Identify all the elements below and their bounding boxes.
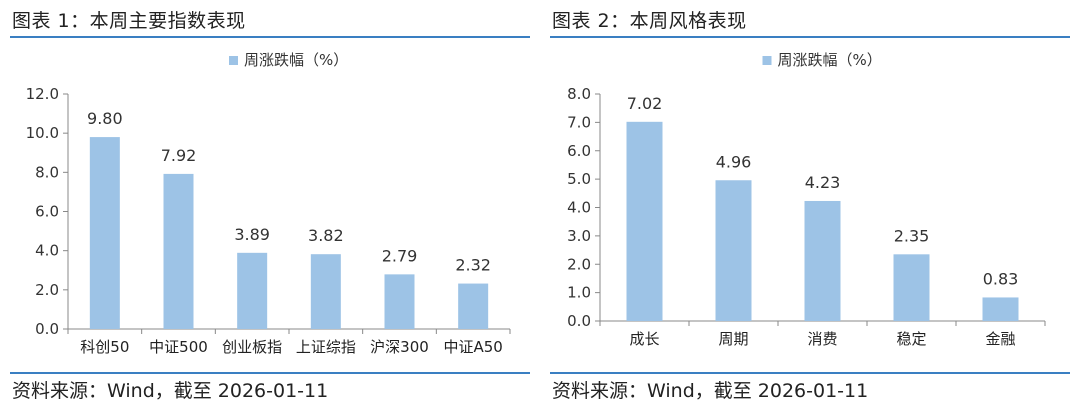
category-label: 金融	[985, 330, 1015, 348]
y-tick-label: 0.0	[35, 320, 59, 338]
data-label: 7.92	[161, 146, 197, 165]
bar	[893, 254, 930, 321]
y-tick-label: 10.0	[26, 124, 59, 142]
y-tick-label: 0.0	[567, 312, 591, 330]
data-label: 3.82	[308, 226, 344, 245]
y-tick-label: 5.0	[567, 170, 591, 188]
bar	[163, 173, 194, 329]
category-label: 科创50	[80, 338, 129, 356]
source-note: 资料来源：Wind，截至 2026-01-11	[12, 380, 329, 402]
bar	[626, 121, 663, 322]
y-tick-label: 7.0	[567, 113, 591, 131]
category-label: 成长	[629, 330, 659, 348]
category-label: 中证A50	[443, 338, 502, 356]
data-label: 9.80	[87, 109, 123, 128]
y-tick-label: 12.0	[26, 85, 59, 103]
data-label: 3.89	[234, 225, 270, 244]
legend-swatch	[229, 56, 238, 65]
data-label: 0.83	[983, 269, 1019, 288]
bar	[237, 252, 268, 329]
legend-swatch	[762, 56, 772, 65]
source-rule	[550, 372, 1070, 374]
bar	[89, 137, 120, 329]
y-tick-label: 3.0	[567, 227, 591, 245]
chart-title: 图表 1：本周主要指数表现	[12, 10, 246, 32]
bar-chart-styles: 周涨跌幅（%） 0.0 1.0 2.0 3.0 4.0 5.0 6.0 7.0 8.0 7.02 成长…	[567, 51, 1046, 348]
category-label: 沪深300	[370, 338, 429, 356]
source-rule	[10, 372, 530, 374]
y-tick-label: 4.0	[35, 242, 59, 260]
chart-panel-indices: 图表 1：本周主要指数表现 周涨跌幅（%） 0.0 2.0 4.0 6.0 8.0 10.0…	[10, 0, 530, 402]
data-label: 4.96	[716, 152, 752, 171]
bar	[384, 274, 415, 329]
bar-chart-indices: 周涨跌幅（%） 0.0 2.0 4.0 6.0 8.0 10.0 12.0 9.80 科创50 7.…	[26, 51, 511, 356]
bar	[804, 200, 841, 321]
data-label: 7.02	[627, 94, 663, 113]
y-tick-label: 4.0	[567, 199, 591, 217]
category-label: 创业板指	[222, 338, 282, 356]
title-rule	[550, 36, 1070, 38]
y-tick-label: 6.0	[567, 142, 591, 160]
data-label: 2.79	[382, 246, 418, 265]
category-label: 消费	[807, 330, 837, 348]
bar	[458, 283, 489, 329]
source-note: 资料来源：Wind，截至 2026-01-11	[552, 380, 869, 402]
y-tick-label: 8.0	[567, 85, 591, 103]
chart-title: 图表 2：本周风格表现	[552, 10, 747, 32]
bar	[982, 297, 1019, 321]
legend-label: 周涨跌幅（%）	[244, 51, 348, 69]
y-tick-label: 1.0	[567, 284, 591, 302]
data-label: 2.32	[455, 256, 491, 275]
category-label: 稳定	[896, 330, 926, 348]
y-tick-label: 8.0	[35, 163, 59, 181]
category-label: 中证500	[149, 338, 208, 356]
title-rule	[10, 36, 530, 38]
data-label: 4.23	[805, 173, 841, 192]
bar	[715, 180, 752, 321]
y-tick-label: 2.0	[567, 255, 591, 273]
data-label: 2.35	[894, 226, 930, 245]
chart-panel-styles: 图表 2：本周风格表现 周涨跌幅（%） 0.0 1.0 2.0 3.0 4.0 5.0 6.0…	[550, 0, 1070, 402]
y-tick-label: 6.0	[35, 203, 59, 221]
legend-label: 周涨跌幅（%）	[778, 51, 882, 69]
bar	[310, 254, 341, 329]
category-label: 周期	[718, 330, 748, 348]
y-tick-label: 2.0	[35, 281, 59, 299]
category-label: 上证综指	[296, 338, 356, 356]
